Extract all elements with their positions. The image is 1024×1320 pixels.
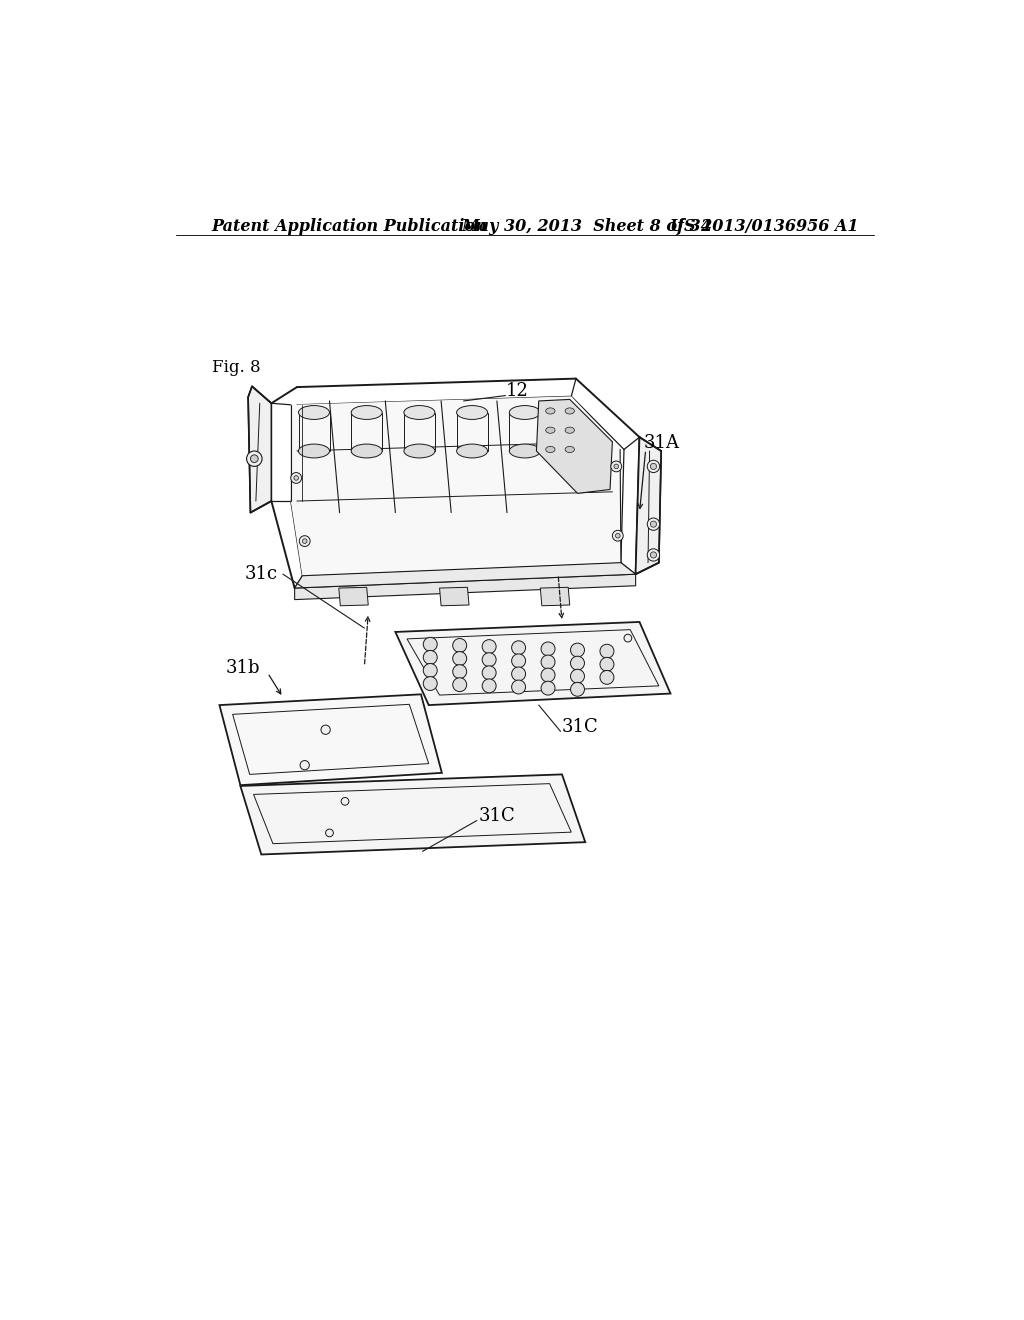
Ellipse shape (509, 405, 541, 420)
Circle shape (299, 536, 310, 546)
Circle shape (650, 552, 656, 558)
Circle shape (600, 671, 614, 684)
Circle shape (423, 638, 437, 651)
Ellipse shape (546, 428, 555, 433)
Circle shape (570, 643, 585, 657)
Circle shape (615, 533, 621, 539)
Circle shape (612, 531, 624, 541)
Circle shape (541, 681, 555, 696)
Circle shape (570, 682, 585, 696)
Polygon shape (636, 437, 662, 574)
Ellipse shape (457, 405, 487, 420)
Text: 31b: 31b (225, 659, 260, 677)
Circle shape (614, 465, 618, 469)
Ellipse shape (546, 408, 555, 414)
Circle shape (482, 653, 496, 667)
Circle shape (541, 642, 555, 656)
Circle shape (570, 669, 585, 684)
Polygon shape (339, 587, 369, 606)
Polygon shape (439, 587, 469, 606)
Circle shape (302, 539, 307, 544)
Polygon shape (541, 587, 569, 606)
Text: Fig. 8: Fig. 8 (212, 359, 260, 376)
Circle shape (624, 635, 632, 642)
Text: 31C: 31C (562, 718, 599, 735)
Circle shape (321, 725, 331, 734)
Circle shape (650, 463, 656, 470)
Text: 31A: 31A (643, 434, 679, 453)
Circle shape (300, 760, 309, 770)
Text: 12: 12 (506, 381, 528, 400)
Circle shape (541, 655, 555, 669)
Circle shape (326, 829, 334, 837)
Ellipse shape (546, 446, 555, 453)
Circle shape (512, 680, 525, 694)
Polygon shape (219, 694, 442, 785)
Ellipse shape (565, 428, 574, 433)
Polygon shape (295, 574, 636, 599)
Polygon shape (248, 387, 271, 512)
Circle shape (650, 521, 656, 527)
Circle shape (512, 653, 525, 668)
Circle shape (512, 667, 525, 681)
Polygon shape (395, 622, 671, 705)
Ellipse shape (299, 405, 330, 420)
Text: US 2013/0136956 A1: US 2013/0136956 A1 (671, 218, 859, 235)
Circle shape (423, 677, 437, 690)
Polygon shape (295, 562, 636, 589)
Ellipse shape (351, 444, 382, 458)
Ellipse shape (403, 444, 435, 458)
Circle shape (482, 640, 496, 653)
Circle shape (247, 451, 262, 466)
Ellipse shape (457, 444, 487, 458)
Polygon shape (537, 400, 612, 494)
Polygon shape (291, 396, 621, 576)
Circle shape (453, 677, 467, 692)
Ellipse shape (299, 444, 330, 458)
Circle shape (541, 668, 555, 682)
Circle shape (482, 678, 496, 693)
Circle shape (600, 657, 614, 671)
Circle shape (570, 656, 585, 671)
Circle shape (482, 665, 496, 680)
Circle shape (251, 455, 258, 462)
Ellipse shape (351, 405, 382, 420)
Text: Patent Application Publication: Patent Application Publication (212, 218, 487, 235)
Text: 31c: 31c (245, 565, 278, 583)
Ellipse shape (509, 444, 541, 458)
Polygon shape (241, 775, 586, 854)
Circle shape (291, 473, 302, 483)
Circle shape (453, 652, 467, 665)
Ellipse shape (403, 405, 435, 420)
Circle shape (600, 644, 614, 659)
Ellipse shape (565, 408, 574, 414)
Circle shape (611, 461, 622, 471)
Circle shape (294, 475, 299, 480)
Circle shape (647, 549, 659, 561)
Circle shape (423, 664, 437, 677)
Ellipse shape (565, 446, 574, 453)
Circle shape (341, 797, 349, 805)
Circle shape (647, 517, 659, 531)
Circle shape (453, 639, 467, 652)
Circle shape (647, 461, 659, 473)
Circle shape (512, 640, 525, 655)
Circle shape (423, 651, 437, 664)
Text: May 30, 2013  Sheet 8 of 34: May 30, 2013 Sheet 8 of 34 (461, 218, 712, 235)
Circle shape (453, 665, 467, 678)
Text: 31C: 31C (478, 807, 515, 825)
